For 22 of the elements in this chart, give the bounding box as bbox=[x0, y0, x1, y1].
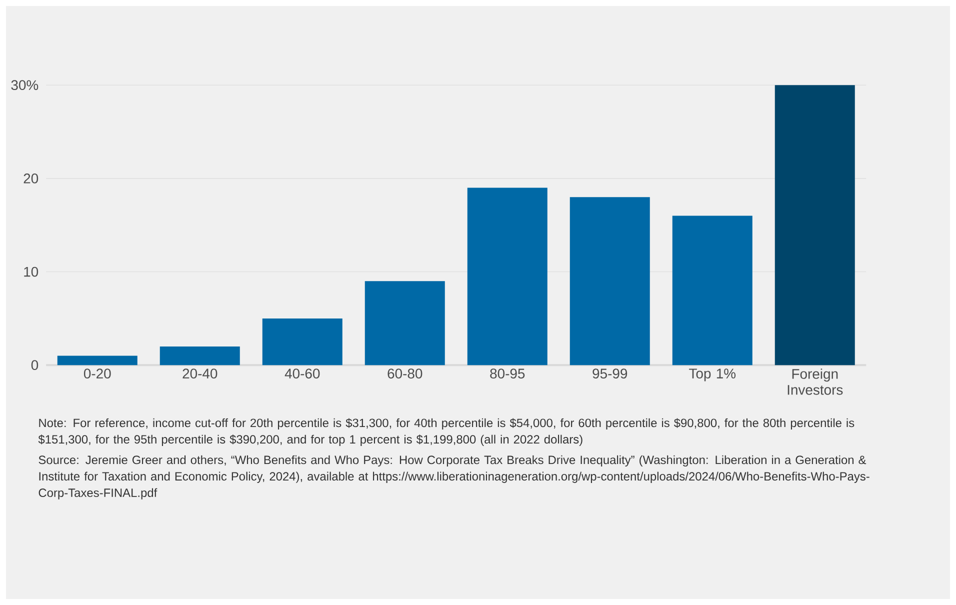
bar bbox=[160, 346, 240, 366]
x-tick-label: 0-20 bbox=[84, 368, 111, 379]
x-tick-label: Top 1% bbox=[689, 368, 736, 382]
y-tick-label: 0 bbox=[31, 360, 38, 370]
x-tick-label: 60-80 bbox=[388, 368, 422, 379]
y-tick-label: 30% bbox=[11, 80, 38, 90]
x-tick-label: 95-99 bbox=[592, 368, 628, 379]
bar bbox=[262, 318, 342, 366]
x-tick-label: 80-95 bbox=[490, 368, 525, 379]
y-tick-label: 20 bbox=[24, 174, 38, 184]
y-tick-label: 10 bbox=[24, 266, 38, 277]
source-note: Source: Jeremie Greer and others, “Who Benefits and Who Pays: How Corporate Tax Breaks Drive Inequality” (Washington: Liberation in a Generation & Institute for Taxation and Economic Policy, 2024), available at https://www.liberationinageneration.org/wp-content/uploads/2024/06/Who-Benefits-Who-Pays-Corp-Taxes-FINAL.pdf bbox=[38, 455, 870, 500]
x-tick-label: 20-40 bbox=[182, 368, 218, 379]
bar bbox=[774, 85, 855, 366]
bar bbox=[672, 216, 752, 366]
bar bbox=[570, 197, 650, 366]
bar bbox=[364, 281, 445, 366]
bar bbox=[467, 188, 548, 366]
text: Note: For reference, income cut-off for 20th percentile is $31,300, for 40th percentile is $54,000, for 60th percentile is $90,800, for the 80th percentile is $151,300, for the 95th percentile is $390,200, and for top 1 percent is $1,199,800 (all in 2022 dollars) bbox=[38, 418, 854, 446]
x-tick-label: Foreign Investors bbox=[788, 368, 843, 395]
bar bbox=[57, 356, 138, 366]
x-tick-label: 40-60 bbox=[284, 368, 320, 379]
